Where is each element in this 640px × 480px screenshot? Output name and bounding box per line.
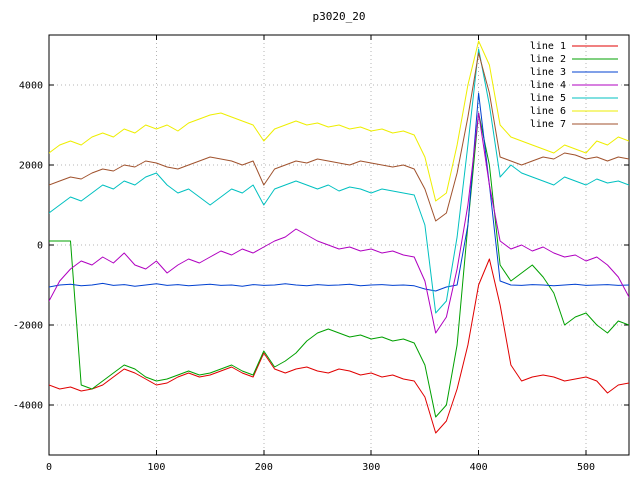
- series-line-7: [49, 52, 629, 222]
- legend-label: line 4: [530, 80, 566, 91]
- series-line-4: [49, 112, 629, 334]
- y-tick-label: -4000: [13, 401, 43, 412]
- legend-label: line 5: [530, 93, 566, 104]
- series-group: [49, 40, 629, 434]
- legend-label: line 6: [530, 106, 566, 117]
- series-line-3: [49, 92, 629, 292]
- x-tick-label: 400: [470, 462, 488, 473]
- x-tick-label: 500: [577, 462, 595, 473]
- x-tick-label: 0: [46, 462, 52, 473]
- x-tick-label: 300: [362, 462, 380, 473]
- legend-label: line 3: [530, 67, 566, 78]
- x-tick-label: 200: [255, 462, 273, 473]
- legend-label: line 1: [530, 41, 566, 52]
- series-line-1: [49, 258, 629, 434]
- series-line-5: [49, 48, 629, 314]
- legend-label: line 2: [530, 54, 566, 65]
- y-tick-label: 4000: [19, 81, 43, 92]
- y-tick-label: 2000: [19, 161, 43, 172]
- chart-title: p3020_20: [312, 10, 366, 23]
- legend-label: line 7: [530, 119, 566, 130]
- series-line-2: [49, 112, 629, 418]
- y-tick-label: 0: [37, 241, 43, 252]
- plot-border: [48, 34, 630, 456]
- series-line-6: [49, 40, 629, 202]
- x-tick-label: 100: [147, 462, 165, 473]
- y-tick-label: -2000: [13, 321, 43, 332]
